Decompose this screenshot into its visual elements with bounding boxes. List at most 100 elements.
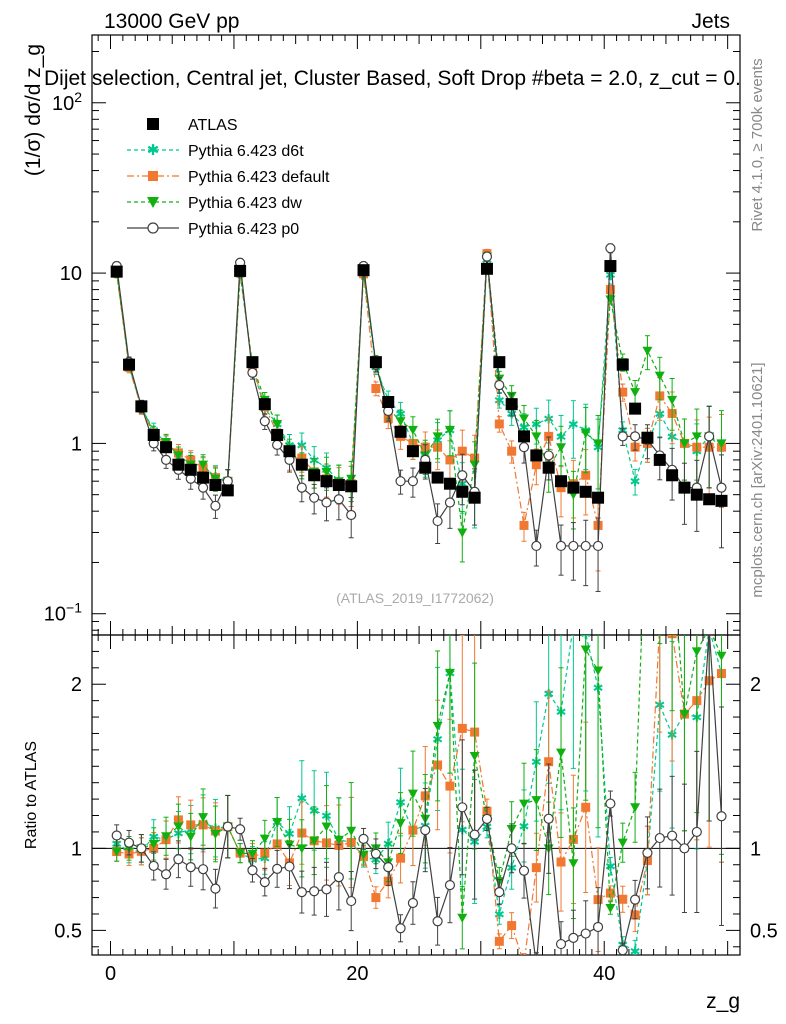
x-axis-label: z_g	[706, 990, 740, 1013]
ratio-point-pythia-6-423-d6t: ✱	[296, 791, 307, 806]
point-atlas	[147, 429, 160, 442]
ratio-frame	[91, 634, 741, 956]
point-atlas	[518, 430, 530, 443]
point-atlas	[530, 449, 543, 462]
ratio-axis-label: Ratio to ATLAS	[23, 741, 40, 849]
svg-text:102: 102	[52, 89, 82, 115]
ratio-point-pythia-6-423-dw	[247, 849, 258, 859]
ratio-point-pythia-6-423-p0	[691, 826, 702, 838]
point-atlas	[221, 484, 234, 497]
point-atlas	[283, 445, 296, 458]
ratio-point-pythia-6-423-p0	[543, 813, 554, 824]
legend: ATLAS ✱ Pythia 6.423 d6t Pythia 6.423 de…	[127, 117, 330, 238]
point-pythia-6-423-default	[507, 446, 517, 456]
analysis-watermark: (ATLAS_2019_I1772062)	[336, 590, 494, 606]
ratio-point-pythia-6-423-d6t: ✱	[494, 907, 505, 922]
point-atlas	[678, 481, 691, 494]
point-pythia-6-423-p0	[481, 251, 493, 262]
ratio-point-pythia-6-423-p0	[197, 864, 209, 875]
point-pythia-6-423-p0	[617, 431, 628, 442]
point-pythia-6-423-default	[519, 520, 529, 530]
ratio-line-pythia-6-423-dw	[116, 635, 723, 918]
point-atlas	[258, 398, 271, 411]
point-pythia-6-423-dw	[531, 432, 542, 442]
ratio-point-pythia-6-423-dw	[469, 752, 480, 762]
point-pythia-6-423-p0	[494, 379, 505, 391]
point-pythia-6-423-dw	[457, 528, 468, 538]
y-axis-label: (1/σ) dσ/d z_g	[22, 44, 45, 176]
point-pythia-6-423-dw	[642, 346, 653, 356]
ratio-tick-label-2-right: 2	[750, 674, 761, 696]
point-pythia-6-423-default	[371, 384, 381, 394]
ratio-point-pythia-6-423-p0	[705, 624, 714, 633]
point-pythia-6-423-default	[544, 431, 554, 441]
ratio-series-pythia-6-423-p0	[111, 624, 727, 955]
point-pythia-6-423-dw	[395, 417, 406, 427]
ratio-point-pythia-6-423-default	[507, 921, 517, 931]
svg-text:10−1: 10−1	[44, 600, 82, 626]
point-pythia-6-423-d6t: ✱	[568, 417, 579, 432]
ratio-point-pythia-6-423-dw	[432, 721, 443, 731]
ratio-point-pythia-6-423-p0	[592, 921, 604, 933]
point-pythia-6-423-dw	[519, 414, 529, 424]
ratio-point-pythia-6-423-p0	[407, 897, 419, 909]
point-pythia-6-423-default	[556, 483, 566, 493]
ratio-point-pythia-6-423-dw	[580, 645, 591, 655]
point-atlas	[184, 463, 197, 476]
point-atlas	[456, 485, 469, 498]
ratio-point-pythia-6-423-p0	[358, 833, 369, 844]
ratio-point-pythia-6-423-dw	[642, 477, 652, 486]
ratio-point-pythia-6-423-dw	[679, 710, 690, 720]
ratio-point-pythia-6-423-p0	[667, 830, 678, 841]
point-pythia-6-423-p0	[543, 450, 554, 461]
ratio-point-pythia-6-423-p0	[383, 861, 394, 873]
y-tick-label-0.1: 10−1	[44, 600, 82, 626]
point-atlas	[295, 458, 308, 471]
ratio-point-pythia-6-423-d6t: ✱	[605, 859, 616, 874]
legend-entry-p0: Pythia 6.423 p0	[127, 221, 299, 238]
ratio-point-pythia-6-423-dw	[185, 832, 196, 842]
ratio-panel-series: ✱✱✱✱✱✱✱✱✱✱✱✱✱✱✱✱✱✱✱✱✱✱✱✱✱✱✱✱✱✱✱✱✱✱✱✱✱✱✱✱…	[111, 477, 727, 955]
ratio-point-pythia-6-423-dw	[210, 829, 221, 839]
ratio-point-pythia-6-423-p0	[457, 802, 468, 813]
point-pythia-6-423-p0	[247, 367, 258, 378]
ratio-point-pythia-6-423-p0	[247, 865, 258, 876]
point-pythia-6-423-p0	[704, 431, 715, 442]
ratio-point-pythia-6-423-p0	[235, 824, 246, 835]
legend-label-d6t: Pythia 6.423 d6t	[188, 143, 304, 160]
point-pythia-6-423-dw	[593, 439, 604, 449]
legend-entry-default: Pythia 6.423 default	[127, 169, 330, 186]
ratio-point-pythia-6-423-dw	[593, 666, 604, 676]
point-pythia-6-423-p0	[407, 476, 419, 487]
point-pythia-6-423-p0	[580, 540, 591, 552]
point-atlas	[431, 471, 444, 484]
ratio-point-pythia-6-423-dw	[556, 748, 567, 758]
ratio-point-pythia-6-423-dw	[198, 813, 209, 823]
point-pythia-6-423-p0	[259, 416, 270, 427]
ratio-point-pythia-6-423-p0	[296, 886, 307, 898]
legend-entry-atlas: ATLAS	[147, 117, 238, 134]
point-pythia-6-423-dw	[432, 432, 443, 442]
ratio-point-pythia-6-423-p0	[259, 877, 270, 888]
x-tick-label-20: 20	[346, 963, 368, 985]
rivet-label: Rivet 4.1.0, ≥ 700k events	[749, 58, 766, 231]
header-jets: Jets	[691, 10, 730, 33]
point-atlas	[172, 458, 185, 471]
legend-marker-p0	[147, 222, 159, 234]
point-pythia-6-423-d6t: ✱	[605, 268, 616, 283]
ratio-point-pythia-6-423-dw	[309, 836, 320, 846]
ratio-point-pythia-6-423-p0	[494, 886, 505, 898]
point-pythia-6-423-p0	[222, 476, 233, 487]
point-pythia-6-423-p0	[321, 497, 332, 508]
point-pythia-6-423-p0	[555, 540, 567, 552]
point-pythia-6-423-d6t: ✱	[296, 438, 307, 453]
point-pythia-6-423-p0	[346, 509, 357, 521]
point-pythia-6-423-dw	[407, 425, 418, 435]
point-atlas	[271, 429, 284, 442]
ratio-point-pythia-6-423-dw	[161, 832, 172, 842]
ratio-point-pythia-6-423-p0	[284, 861, 295, 872]
ratio-point-pythia-6-423-default	[396, 853, 406, 863]
point-pythia-6-423-dw	[556, 443, 567, 453]
ratio-point-pythia-6-423-dw	[605, 904, 616, 914]
point-atlas	[616, 358, 629, 371]
